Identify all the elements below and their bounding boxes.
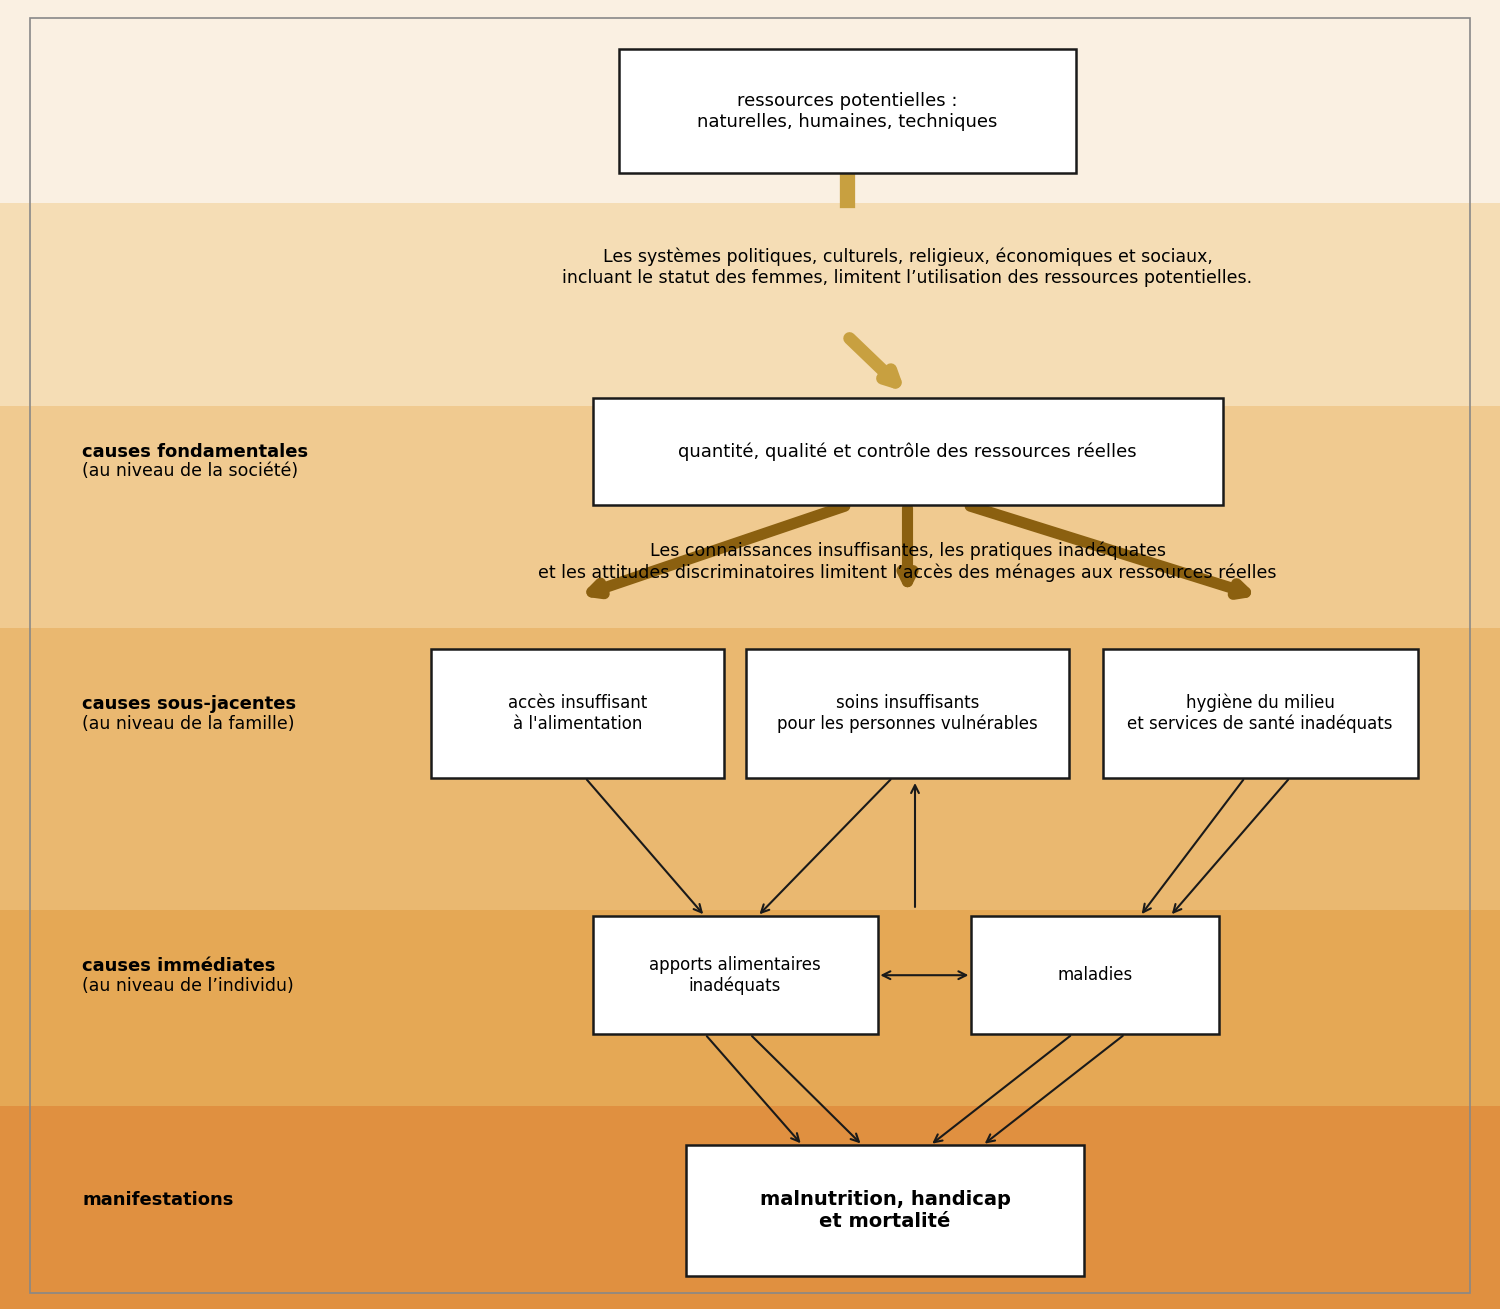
Text: manifestations: manifestations bbox=[82, 1191, 234, 1210]
Bar bbox=[1102, 649, 1418, 778]
Text: Les connaissances insuffisantes, les pratiques inadéquates
et les attitudes disc: Les connaissances insuffisantes, les pra… bbox=[538, 542, 1276, 581]
Text: (au niveau de la famille): (au niveau de la famille) bbox=[82, 715, 296, 733]
Text: (au niveau de l’individu): (au niveau de l’individu) bbox=[82, 977, 294, 995]
Bar bbox=[592, 398, 1222, 505]
Text: causes fondamentales: causes fondamentales bbox=[82, 442, 309, 461]
Bar bbox=[0, 406, 1500, 628]
Text: soins insuffisants
pour les personnes vulnérables: soins insuffisants pour les personnes vu… bbox=[777, 694, 1038, 733]
Bar bbox=[747, 649, 1068, 778]
Bar bbox=[0, 0, 1500, 203]
Text: quantité, qualité et contrôle des ressources réelles: quantité, qualité et contrôle des ressou… bbox=[678, 442, 1137, 461]
Bar bbox=[618, 48, 1077, 173]
Text: hygiène du milieu
et services de santé inadéquats: hygiène du milieu et services de santé i… bbox=[1128, 694, 1392, 733]
Bar bbox=[972, 916, 1218, 1034]
Bar bbox=[432, 649, 723, 778]
Text: maladies: maladies bbox=[1058, 966, 1132, 984]
Text: ressources potentielles :
naturelles, humaines, techniques: ressources potentielles : naturelles, hu… bbox=[698, 92, 998, 131]
Bar bbox=[592, 916, 878, 1034]
Text: Les systèmes politiques, culturels, religieux, économiques et sociaux,
incluant : Les systèmes politiques, culturels, reli… bbox=[562, 247, 1252, 287]
Bar bbox=[0, 628, 1500, 910]
Text: apports alimentaires
inadéquats: apports alimentaires inadéquats bbox=[650, 956, 820, 995]
Text: (au niveau de la société): (au niveau de la société) bbox=[82, 462, 298, 480]
Bar bbox=[686, 1145, 1083, 1276]
Bar bbox=[0, 203, 1500, 406]
Text: malnutrition, handicap
et mortalité: malnutrition, handicap et mortalité bbox=[759, 1190, 1011, 1232]
Bar bbox=[0, 1106, 1500, 1309]
Text: accès insuffisant
à l'alimentation: accès insuffisant à l'alimentation bbox=[509, 694, 646, 733]
Bar bbox=[0, 910, 1500, 1106]
Text: causes sous-jacentes: causes sous-jacentes bbox=[82, 695, 297, 713]
Text: causes immédiates: causes immédiates bbox=[82, 957, 276, 975]
